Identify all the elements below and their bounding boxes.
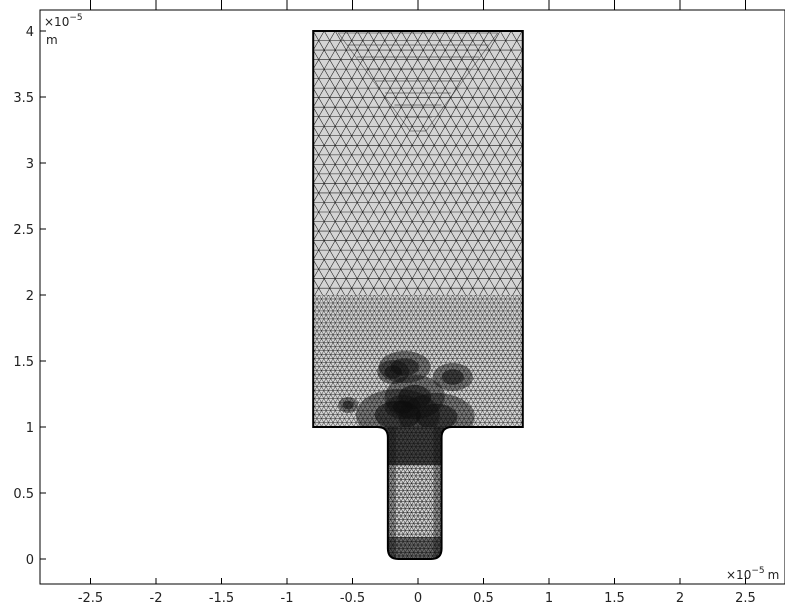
x-tick-label: 2.5 bbox=[735, 591, 756, 606]
plot-frame bbox=[39, 9, 785, 585]
x-tick-label: -2 bbox=[150, 591, 163, 606]
y-tick-label: 4 bbox=[26, 25, 34, 40]
svg-text:×10−5: ×10−5 bbox=[44, 13, 83, 29]
channel-mesh-region bbox=[377, 427, 453, 559]
x-tick-label: 1 bbox=[545, 591, 553, 606]
x-tick-label: 0.5 bbox=[473, 591, 494, 606]
y-axis: 0 0.5 1 1.5 2 2.5 3 3.5 4 bbox=[13, 25, 46, 568]
x-tick-label: -2.5 bbox=[78, 591, 103, 606]
y-tick-label: 2 bbox=[26, 289, 34, 304]
domain-outline bbox=[312, 30, 524, 560]
x-tick-label: 0 bbox=[414, 591, 422, 606]
x-axis-exponent: −5 bbox=[751, 566, 764, 576]
x-tick-label: -1.5 bbox=[209, 591, 234, 606]
y-tick-label: 3.5 bbox=[13, 91, 34, 106]
svg-text:×10−5m: ×10−5 m bbox=[726, 566, 779, 582]
x-tick-label: 1.5 bbox=[604, 591, 625, 606]
y-tick-label: 0.5 bbox=[13, 487, 34, 502]
x-tick-label: -1 bbox=[281, 591, 294, 606]
x-axis-multiplier: ×10−5 m bbox=[726, 566, 779, 582]
y-tick-label: 2.5 bbox=[13, 223, 34, 238]
y-tick-label: 1 bbox=[26, 421, 34, 436]
y-axis-multiplier: ×10−5 m bbox=[44, 13, 83, 47]
y-axis-unit: m bbox=[46, 33, 58, 47]
fine-mesh-region bbox=[313, 295, 523, 427]
x-tick-label: -0.5 bbox=[340, 591, 365, 606]
y-tick-label: 3 bbox=[26, 157, 34, 172]
x-axis-unit: m bbox=[768, 568, 780, 582]
coarse-mesh-region bbox=[313, 31, 523, 295]
x-axis: -2.5 -2 -1.5 -1 -0.5 0 0.5 1 1.5 2 2.5 bbox=[78, 0, 756, 606]
y-axis-exponent: −5 bbox=[69, 13, 82, 23]
y-tick-label: 1.5 bbox=[13, 355, 34, 370]
y-axis-multiplier-text: ×10 bbox=[44, 15, 69, 29]
x-tick-label: 2 bbox=[676, 591, 684, 606]
x-axis-multiplier-text: ×10 bbox=[726, 568, 751, 582]
y-tick-label: 0 bbox=[26, 553, 34, 568]
